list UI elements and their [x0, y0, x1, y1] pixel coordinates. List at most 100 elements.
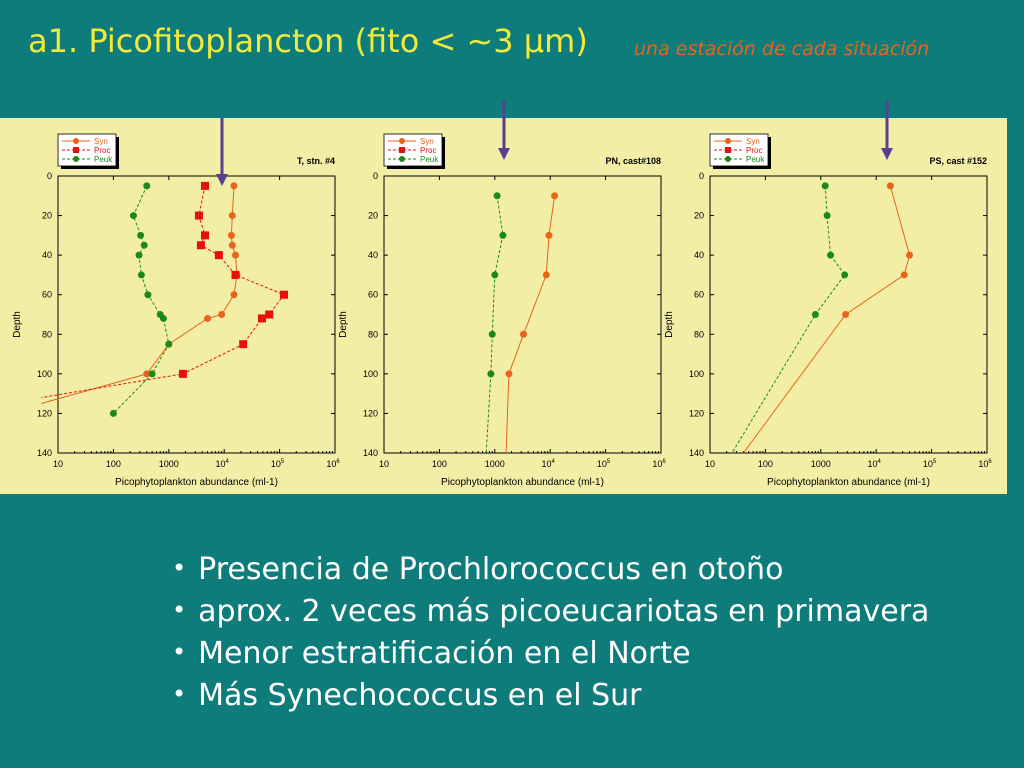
data-point-peuk: [841, 271, 849, 279]
x-axis-label: Picophytoplankton abundance (ml-1): [767, 477, 930, 488]
legend-marker: [73, 147, 79, 153]
x-tick-label: 100: [106, 459, 121, 469]
plot-area: [731, 182, 914, 453]
x-tick-label: 104: [868, 459, 882, 469]
y-tick-label: 40: [42, 250, 52, 260]
chart-title: PS, cast #152: [929, 156, 987, 166]
data-point-syn: [232, 251, 240, 259]
x-axis-label: Picophytoplankton abundance (ml-1): [441, 477, 604, 488]
data-point-peuk: [140, 241, 148, 249]
y-tick-label: 140: [689, 448, 704, 458]
slide-subtitle: una estación de cada situación: [634, 38, 930, 60]
y-tick-label: 20: [694, 211, 704, 221]
legend-label: Proc: [746, 146, 762, 155]
arrow-chart-1: [216, 118, 228, 186]
x-axis-label: Picophytoplankton abundance (ml-1): [115, 477, 278, 488]
y-tick-label: 0: [699, 171, 704, 181]
data-point-peuk: [493, 192, 501, 200]
legend-label: Syn: [94, 137, 108, 146]
y-tick-label: 80: [42, 329, 52, 339]
plot-area: [41, 181, 288, 417]
plot-frame: [57, 175, 336, 454]
y-tick-label: 100: [363, 369, 378, 379]
series-line-peuk: [485, 195, 504, 453]
data-point-proc: [239, 340, 248, 349]
chart-title: PN, cast#108: [605, 156, 661, 166]
x-tick-label: 105: [271, 459, 285, 469]
legend-marker: [399, 147, 405, 153]
chart-title: T, stn. #4: [297, 156, 335, 166]
y-tick-label: 140: [37, 448, 52, 458]
data-point-proc: [194, 211, 203, 220]
arrow-chart-3: [881, 100, 893, 160]
data-point-syn: [551, 192, 559, 200]
data-point-syn: [143, 370, 151, 378]
data-point-peuk: [159, 314, 167, 322]
x-tick-label: 1000: [811, 459, 831, 469]
data-point-peuk: [137, 231, 145, 239]
slide-title: a1. Picofitoplancton (fito < ~3 µm): [28, 22, 588, 60]
y-tick-label: 120: [37, 408, 52, 418]
y-tick-label: 100: [689, 369, 704, 379]
data-point-syn: [218, 311, 226, 318]
legend-label: Proc: [420, 146, 436, 155]
legend-marker: [73, 156, 79, 162]
data-point-proc: [279, 290, 288, 299]
data-point-syn: [900, 271, 908, 279]
data-point-peuk: [148, 370, 156, 378]
x-tick-label: 105: [597, 459, 611, 469]
data-point-syn: [545, 231, 553, 239]
series-line-syn: [742, 185, 911, 453]
y-axis-label: Depth: [664, 311, 675, 338]
y-tick-label: 100: [37, 369, 52, 379]
data-point-peuk: [135, 251, 143, 259]
data-point-syn: [542, 271, 550, 279]
data-point-proc: [257, 314, 266, 323]
plot-area: [485, 192, 559, 453]
data-point-peuk: [499, 231, 507, 239]
data-point-peuk: [827, 251, 835, 259]
x-tick-label: 106: [326, 459, 340, 469]
legend-marker: [725, 156, 731, 162]
y-tick-label: 80: [694, 329, 704, 339]
data-point-syn: [228, 241, 236, 249]
x-tick-label: 100: [432, 459, 447, 469]
x-tick-label: 104: [216, 459, 230, 469]
data-point-peuk: [137, 271, 145, 279]
data-point-peuk: [129, 212, 137, 220]
data-point-peuk: [144, 291, 152, 299]
plot-frame: [709, 175, 988, 454]
legend-label: Peuk: [420, 155, 439, 164]
data-point-peuk: [487, 370, 495, 378]
x-tick-label: 100: [758, 459, 773, 469]
series-line-proc: [41, 185, 285, 399]
x-tick-label: 106: [978, 459, 992, 469]
legend-label: Peuk: [94, 155, 113, 164]
data-point-peuk: [109, 409, 117, 417]
x-tick-label: 105: [923, 459, 937, 469]
legend-marker: [73, 138, 79, 144]
series-line-syn: [41, 185, 238, 404]
y-tick-label: 40: [694, 250, 704, 260]
data-point-syn: [227, 231, 235, 239]
series-line-peuk: [731, 185, 846, 453]
data-point-syn: [230, 182, 238, 190]
data-point-syn: [906, 251, 914, 259]
data-point-syn: [505, 370, 513, 378]
legend-marker: [725, 147, 731, 153]
legend-label: Syn: [420, 137, 434, 146]
legend-label: Peuk: [746, 155, 765, 164]
data-point-proc: [196, 241, 205, 250]
arrow-chart-2: [498, 100, 510, 160]
plot-frame: [383, 175, 662, 454]
data-point-peuk: [821, 182, 829, 190]
data-point-proc: [200, 231, 209, 240]
data-point-peuk: [491, 271, 499, 279]
x-tick-label: 10: [53, 459, 63, 469]
y-tick-label: 140: [363, 448, 378, 458]
legend-marker: [399, 156, 405, 162]
bullet-item: aprox. 2 veces más picoeucariotas en pri…: [172, 590, 929, 632]
x-tick-label: 10: [705, 459, 715, 469]
